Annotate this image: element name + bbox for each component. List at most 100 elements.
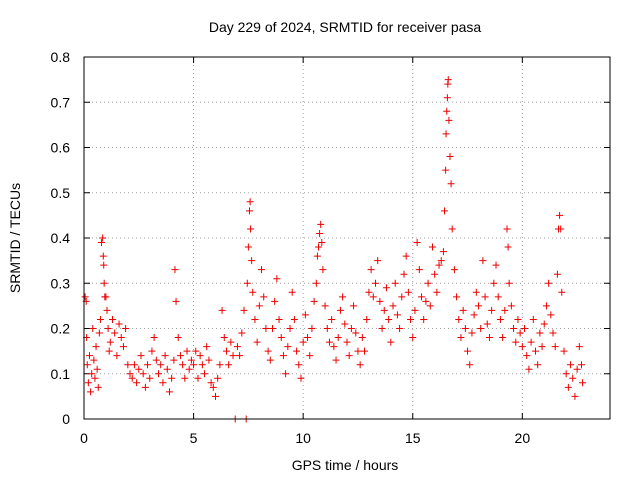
data-point (171, 266, 179, 274)
data-point (196, 352, 204, 360)
data-point (258, 266, 266, 274)
data-point (229, 352, 237, 360)
data-point (88, 370, 96, 378)
data-point (316, 229, 324, 237)
data-point (334, 334, 342, 342)
axis-ticks: 0 0.1 0.2 0.3 0.4 0.5 0.6 0.7 0.8 0 5 10 15 20 (51, 49, 610, 446)
data-point (268, 325, 276, 332)
data-point (531, 347, 539, 355)
data-point (264, 347, 272, 355)
data-point (227, 338, 235, 346)
data-point (301, 311, 309, 319)
data-point (81, 293, 89, 301)
data-point (146, 374, 154, 382)
data-point (485, 334, 493, 342)
data-point (534, 361, 542, 369)
data-point (249, 288, 257, 296)
data-point (168, 374, 176, 382)
data-point (328, 315, 336, 323)
y-tick-label: 0.1 (51, 366, 71, 382)
data-point (205, 356, 213, 364)
data-point (431, 270, 439, 278)
data-point (549, 329, 557, 337)
data-point (347, 325, 355, 332)
data-point (310, 297, 318, 305)
data-point (133, 379, 141, 387)
data-point (105, 347, 113, 355)
data-point (284, 343, 292, 351)
data-point (564, 383, 572, 391)
data-point (380, 306, 388, 314)
data-point (111, 329, 119, 337)
data-point (503, 225, 511, 233)
data-point (450, 266, 458, 274)
data-point (172, 297, 180, 305)
data-point (245, 207, 253, 215)
data-point (207, 379, 215, 387)
data-point (499, 334, 507, 342)
data-point (358, 334, 366, 342)
data-point (84, 379, 92, 387)
data-point (306, 352, 314, 360)
data-point (277, 334, 285, 342)
data-point (523, 352, 531, 360)
data-point (218, 306, 226, 314)
data-point (391, 279, 399, 287)
data-point (336, 306, 344, 314)
data-point (472, 288, 480, 296)
data-point (85, 352, 93, 360)
data-point (443, 107, 451, 115)
data-point (312, 279, 320, 287)
data-point (240, 306, 248, 314)
data-point (420, 315, 428, 323)
data-point (418, 293, 426, 301)
data-point (321, 302, 329, 310)
data-point (461, 325, 469, 332)
data-point (374, 257, 382, 265)
data-point (157, 361, 165, 369)
data-point (444, 76, 452, 84)
data-point (103, 306, 111, 314)
data-point (313, 252, 321, 260)
data-point (466, 361, 474, 369)
data-point (400, 270, 408, 278)
data-point (155, 370, 163, 378)
data-point (350, 302, 358, 310)
data-point (468, 329, 476, 337)
data-point (150, 334, 158, 342)
data-point (382, 284, 390, 292)
data-point (243, 279, 251, 287)
data-point (393, 311, 401, 319)
data-point (447, 180, 455, 188)
data-point (488, 306, 496, 314)
data-point (325, 338, 333, 346)
data-point (507, 302, 515, 310)
data-point (341, 320, 349, 328)
data-point (496, 315, 504, 323)
data-point (236, 352, 244, 360)
data-point (299, 338, 307, 346)
data-point (538, 343, 546, 351)
data-point (95, 329, 103, 337)
data-point (293, 347, 301, 355)
data-point (152, 356, 160, 364)
data-point (402, 252, 410, 260)
data-point (433, 288, 441, 296)
data-point (122, 325, 130, 332)
data-point (273, 275, 281, 283)
x-tick-label: 20 (515, 430, 531, 446)
data-point (398, 293, 406, 301)
data-point (90, 356, 98, 364)
data-point (470, 311, 478, 319)
data-point (558, 288, 566, 296)
data-point (369, 293, 377, 301)
data-point (504, 243, 512, 251)
data-point (442, 130, 450, 138)
data-point (144, 361, 152, 369)
data-point (113, 352, 121, 360)
data-point (545, 279, 553, 287)
data-point (441, 207, 449, 215)
data-point (442, 166, 450, 174)
data-point (137, 352, 145, 360)
